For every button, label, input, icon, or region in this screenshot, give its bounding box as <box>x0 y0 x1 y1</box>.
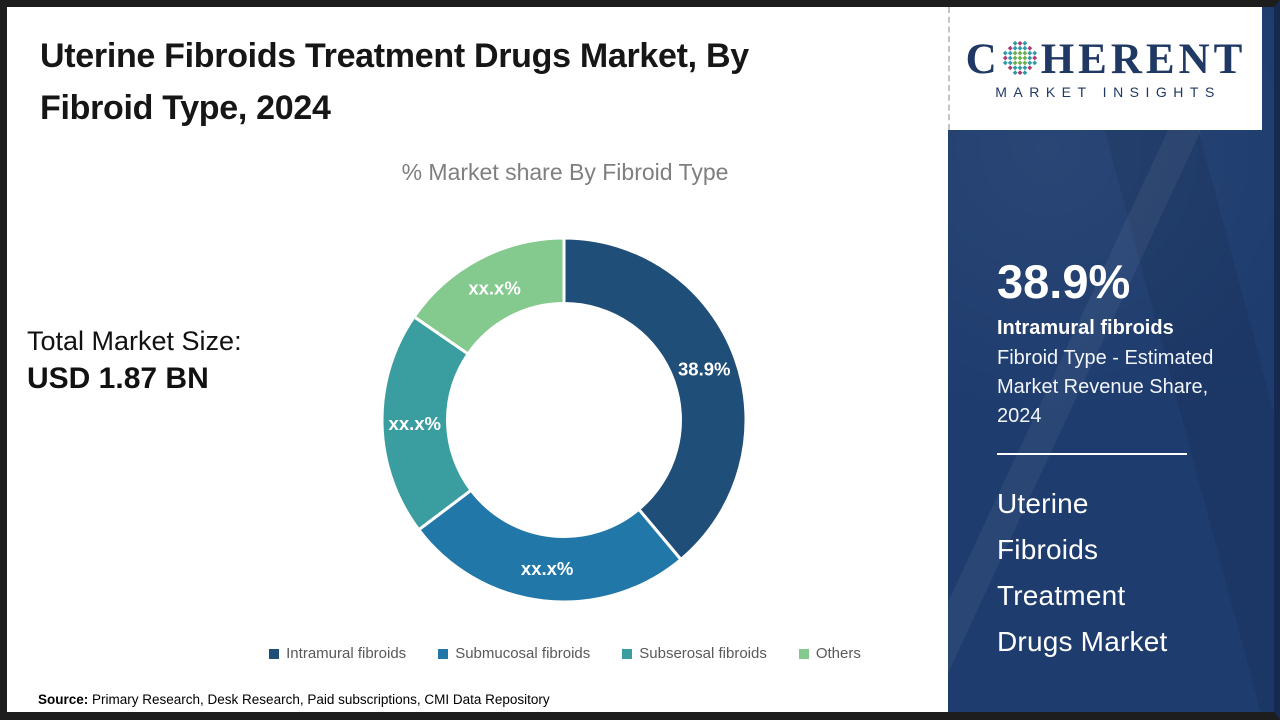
donut-slice-submucosal-fibroids <box>417 488 683 604</box>
source-text: Primary Research, Desk Research, Paid su… <box>88 692 550 707</box>
total-market-size-block: Total Market Size: USD 1.87 BN <box>27 323 242 399</box>
legend-label: Subserosal fibroids <box>639 645 767 662</box>
slice-label: xx.x% <box>521 558 573 579</box>
source-line: Source: Primary Research, Desk Research,… <box>38 692 550 707</box>
legend-item-others: Others <box>798 645 861 662</box>
donut-chart-svg: 38.9% xx.x% xx.x% xx.x% <box>380 236 748 604</box>
legend-item-intramural-fibroids: Intramural fibroids <box>269 645 406 662</box>
sidebar-stat-label: Intramural fibroids <box>997 317 1174 339</box>
chart-title: % Market share By Fibroid Type <box>401 159 729 185</box>
donut-slice-others <box>412 236 566 356</box>
slice-label: 38.9% <box>678 358 730 379</box>
page-title-line1: Uterine Fibroids Treatment Drugs Market,… <box>40 37 749 75</box>
total-market-size-value: USD 1.87 BN <box>27 362 209 395</box>
legend-marker-icon <box>438 648 449 659</box>
page-title: Uterine Fibroids Treatment Drugs Market,… <box>40 30 920 134</box>
page-title-line2: Fibroid Type, 2024 <box>40 89 331 127</box>
source-label: Source: <box>38 692 89 707</box>
slice-label: xx.x% <box>468 277 520 298</box>
brand-name-left: C <box>965 35 1001 83</box>
donut-chart: 38.9% xx.x% xx.x% xx.x% <box>364 220 764 620</box>
sidebar-divider <box>997 453 1187 455</box>
legend-item-submucosal-fibroids: Submucosal fibroids <box>438 645 590 662</box>
legend-label: Submucosal fibroids <box>455 645 591 662</box>
brand-logo-box: C HERENT MARKET INSIGHTS <box>948 7 1262 130</box>
brand-logo: C HERENT <box>965 35 1247 83</box>
legend-marker-icon <box>798 648 809 659</box>
legend-marker-icon <box>269 648 280 659</box>
brand-tagline: MARKET INSIGHTS <box>995 83 1221 100</box>
sidebar-stat-value: 38.9% <box>997 255 1131 308</box>
brand-name-right: HERENT <box>1040 35 1247 83</box>
legend-item-subserosal-fibroids: Subserosal fibroids <box>622 645 767 662</box>
legend-label: Intramural fibroids <box>286 645 407 662</box>
sidebar-content: 38.9% Intramural fibroids Fibroid Type -… <box>997 255 1257 665</box>
total-market-size-label: Total Market Size: <box>27 326 242 356</box>
legend-label: Others <box>815 645 861 662</box>
slice-label: xx.x% <box>389 413 441 434</box>
sidebar-market-name: Uterine Fibroids Treatment Drugs Market <box>997 488 1168 657</box>
globe-icon <box>1002 40 1037 75</box>
sidebar-stat-description: Fibroid Type - Estimated Market Revenue … <box>997 347 1214 427</box>
legend-marker-icon <box>622 648 633 659</box>
chart-legend: Intramural fibroids Submucosal fibroids Su… <box>170 645 960 662</box>
donut-slice-intramural-fibroids <box>562 236 748 562</box>
